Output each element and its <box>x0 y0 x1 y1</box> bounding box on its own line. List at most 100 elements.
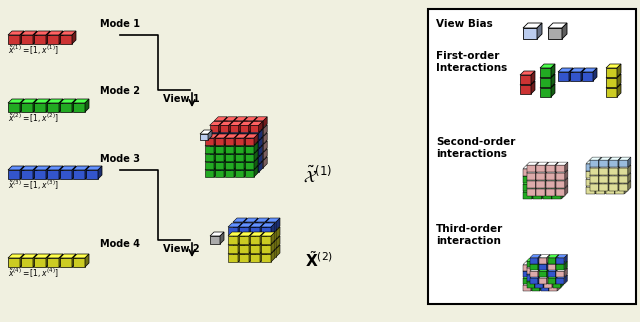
Polygon shape <box>224 121 233 128</box>
Polygon shape <box>255 245 269 249</box>
Polygon shape <box>561 166 564 175</box>
Polygon shape <box>239 121 243 132</box>
Polygon shape <box>34 254 50 258</box>
Polygon shape <box>556 178 568 181</box>
Polygon shape <box>230 161 243 166</box>
Polygon shape <box>215 158 228 162</box>
Polygon shape <box>536 185 538 195</box>
Polygon shape <box>250 149 259 156</box>
Polygon shape <box>72 254 76 267</box>
Polygon shape <box>254 142 258 153</box>
Polygon shape <box>547 261 550 270</box>
Polygon shape <box>33 31 37 44</box>
Polygon shape <box>549 285 557 291</box>
Polygon shape <box>210 149 219 156</box>
Polygon shape <box>586 171 595 178</box>
Polygon shape <box>532 261 543 265</box>
Polygon shape <box>565 162 568 172</box>
Polygon shape <box>230 137 243 141</box>
Polygon shape <box>552 181 555 191</box>
Polygon shape <box>228 232 242 236</box>
Polygon shape <box>59 99 63 112</box>
Polygon shape <box>234 153 243 160</box>
Polygon shape <box>595 184 598 194</box>
Polygon shape <box>245 170 254 177</box>
Polygon shape <box>214 125 227 129</box>
Polygon shape <box>239 254 249 262</box>
Polygon shape <box>556 261 568 264</box>
Polygon shape <box>605 161 608 171</box>
Polygon shape <box>532 181 545 184</box>
Polygon shape <box>215 162 224 169</box>
Polygon shape <box>527 261 534 267</box>
Polygon shape <box>244 166 248 177</box>
Polygon shape <box>527 265 538 268</box>
Polygon shape <box>210 137 223 141</box>
Polygon shape <box>220 157 228 165</box>
Polygon shape <box>530 261 541 264</box>
Polygon shape <box>205 170 214 177</box>
Polygon shape <box>605 184 608 194</box>
Polygon shape <box>539 255 550 258</box>
Polygon shape <box>255 222 265 230</box>
Polygon shape <box>608 181 611 191</box>
Polygon shape <box>47 170 59 179</box>
Polygon shape <box>564 268 568 277</box>
Polygon shape <box>541 278 548 284</box>
Polygon shape <box>21 35 33 44</box>
Polygon shape <box>589 168 598 175</box>
Polygon shape <box>599 160 608 167</box>
Polygon shape <box>261 232 275 236</box>
Polygon shape <box>244 134 248 145</box>
Polygon shape <box>210 153 223 157</box>
Polygon shape <box>47 35 59 44</box>
Polygon shape <box>530 278 538 284</box>
Polygon shape <box>548 271 556 277</box>
Polygon shape <box>596 176 608 179</box>
Polygon shape <box>249 232 253 244</box>
Polygon shape <box>233 141 237 152</box>
Polygon shape <box>85 99 89 112</box>
Polygon shape <box>228 121 232 132</box>
Polygon shape <box>223 141 227 152</box>
Polygon shape <box>230 121 243 125</box>
Polygon shape <box>250 121 262 125</box>
Text: View 1: View 1 <box>163 94 200 104</box>
Polygon shape <box>520 85 531 94</box>
Polygon shape <box>261 223 275 227</box>
Polygon shape <box>244 236 258 240</box>
Polygon shape <box>549 265 557 270</box>
Polygon shape <box>234 150 238 161</box>
Polygon shape <box>243 117 247 128</box>
Polygon shape <box>276 236 280 248</box>
Polygon shape <box>228 236 238 244</box>
Polygon shape <box>243 245 247 257</box>
Polygon shape <box>254 150 258 161</box>
Polygon shape <box>556 271 564 277</box>
Polygon shape <box>549 278 557 284</box>
Polygon shape <box>561 258 564 267</box>
Polygon shape <box>200 130 212 134</box>
Polygon shape <box>73 170 85 179</box>
Polygon shape <box>535 265 547 268</box>
Polygon shape <box>266 240 276 248</box>
Polygon shape <box>255 249 265 257</box>
Polygon shape <box>261 250 275 254</box>
Polygon shape <box>564 275 568 284</box>
Polygon shape <box>557 261 561 270</box>
Polygon shape <box>553 281 561 288</box>
Polygon shape <box>228 137 232 148</box>
Polygon shape <box>540 282 543 291</box>
Polygon shape <box>219 129 223 140</box>
Polygon shape <box>551 64 555 77</box>
Polygon shape <box>230 149 239 156</box>
Polygon shape <box>254 149 268 153</box>
Polygon shape <box>235 138 244 145</box>
Polygon shape <box>556 268 559 277</box>
Polygon shape <box>614 161 618 171</box>
Polygon shape <box>238 232 242 244</box>
Polygon shape <box>20 254 24 267</box>
Polygon shape <box>536 181 545 188</box>
Polygon shape <box>205 150 218 154</box>
Polygon shape <box>254 227 258 239</box>
